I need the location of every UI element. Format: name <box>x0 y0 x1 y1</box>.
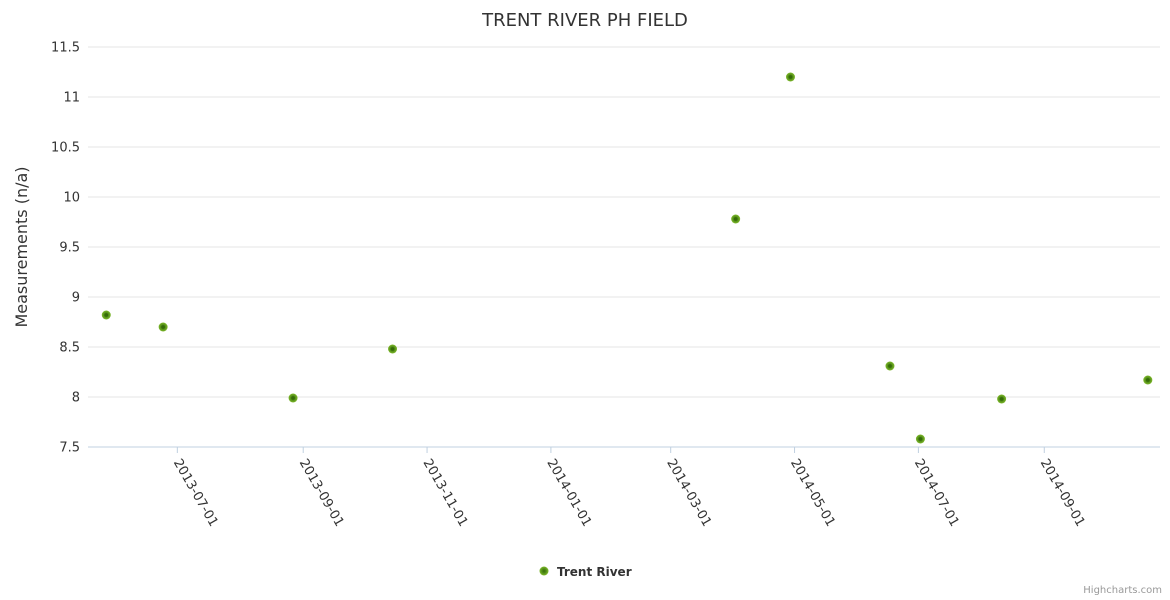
data-point-marker-core <box>161 325 165 329</box>
data-point-marker-core <box>104 313 109 317</box>
x-axis-line-group <box>88 446 1160 453</box>
y-axis-tick-label: 7.5 <box>59 441 80 456</box>
y-gridlines <box>88 46 1160 398</box>
y-axis-tick-label: 8.5 <box>59 341 80 356</box>
data-point-marker-core <box>1146 378 1150 382</box>
data-point[interactable] <box>388 344 398 354</box>
data-point-marker-core <box>999 397 1004 401</box>
data-point-marker-core <box>733 217 738 221</box>
y-axis-tick-label: 9.5 <box>59 241 80 256</box>
legend-item-label[interactable]: Trent River <box>557 565 632 579</box>
y-axis-tick-label: 11 <box>63 91 80 106</box>
data-point[interactable] <box>785 72 795 82</box>
y-axis-tick-label: 11.5 <box>51 41 80 56</box>
chart-title: TRENT RIVER PH FIELD <box>481 10 688 31</box>
series-trent-river <box>101 72 1153 444</box>
y-axis-title: Measurements (n/a) <box>12 166 31 327</box>
x-axis-tick-label: 2014-09-01 <box>1037 457 1088 530</box>
x-axis-tick-label: 2013-11-01 <box>420 457 471 530</box>
data-point-marker-core <box>291 396 295 400</box>
x-axis-tick-label: 2014-05-01 <box>787 457 838 530</box>
x-axis-tick-label: 2014-03-01 <box>663 457 714 530</box>
legend[interactable]: Trent River <box>539 565 632 579</box>
y-axis-tick-label: 10 <box>63 191 80 206</box>
data-point[interactable] <box>101 310 111 320</box>
data-point[interactable] <box>158 322 168 332</box>
data-point[interactable] <box>915 434 925 444</box>
y-axis-tick-label: 10.5 <box>51 141 80 156</box>
data-point[interactable] <box>731 214 741 224</box>
x-axis-tick-label: 2013-09-01 <box>296 457 347 530</box>
y-axis-tick-label: 9 <box>72 291 80 306</box>
x-axis-tick-label: 2014-07-01 <box>911 457 962 530</box>
credits-link[interactable]: Highcharts.com <box>1083 585 1162 596</box>
x-axis-tick-label: 2013-07-01 <box>170 457 221 530</box>
data-point[interactable] <box>288 393 298 403</box>
data-point[interactable] <box>885 361 895 371</box>
x-axis-labels: 2013-07-01 2013-09-01 2013-11-01 2014-01-01… <box>170 457 1088 530</box>
x-axis-tick-label: 2014-01-01 <box>543 457 594 530</box>
data-point[interactable] <box>997 394 1007 404</box>
y-axis-tick-label: 8 <box>72 391 80 406</box>
data-point-marker-core <box>888 364 892 368</box>
data-point-marker-core <box>918 437 923 441</box>
y-axis-labels: 7.5 8 8.5 9 9.5 10 10.5 11 11.5 <box>51 41 80 456</box>
data-point[interactable] <box>1143 375 1153 385</box>
data-point-marker-core <box>390 347 395 351</box>
data-point-marker-core <box>788 75 793 79</box>
legend-marker-icon <box>539 566 549 576</box>
